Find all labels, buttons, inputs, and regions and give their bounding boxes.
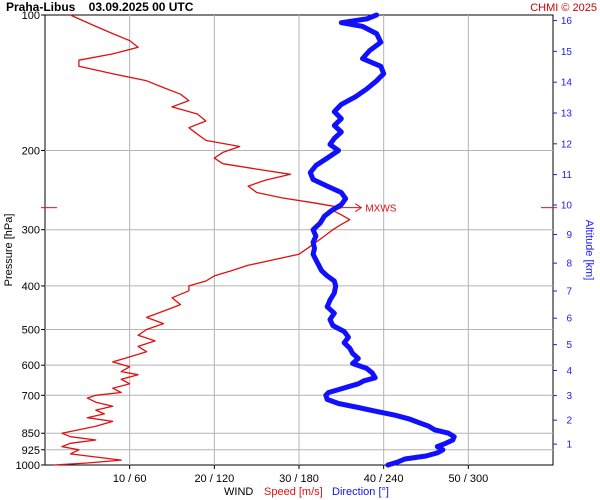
pressure-tick-label: 600 (22, 360, 40, 372)
mxws-marker: MXWS (41, 203, 557, 215)
mxws-arrow (355, 203, 363, 213)
wind-tick-label: 30 / 180 (279, 473, 319, 485)
grid (45, 15, 553, 465)
altitude-tick-label: 10 (561, 200, 573, 211)
credit-text: CHMI © 2025 (530, 2, 597, 14)
altitude-tick-label: 14 (561, 78, 573, 89)
series-layer (53, 12, 457, 468)
x-label-direction: Direction [°] (332, 486, 389, 498)
direction-series-line (307, 12, 457, 468)
x-label-wind: WIND (224, 486, 253, 498)
altitude-tick-label: 9 (566, 230, 572, 241)
y-axis-label: Pressure [hPa] (3, 214, 15, 287)
wind-tick-label: 10 / 60 (113, 473, 147, 485)
pressure-tick-label: 1000 (16, 460, 40, 472)
wind-tick-label: 20 / 120 (194, 473, 234, 485)
pressure-tick-label: 700 (22, 390, 40, 402)
altitude-tick-label: 8 (566, 259, 572, 270)
altitude-tick-label: 15 (561, 47, 573, 58)
right-axis-label: Altitude [km] (583, 220, 595, 281)
pressure-tick-label: 850 (22, 428, 40, 440)
altitude-tick-label: 4 (566, 366, 572, 377)
pressure-tick-label: 925 (22, 445, 40, 457)
wind-tick-label: 40 / 240 (364, 473, 404, 485)
speed-series-line (53, 14, 351, 466)
pressure-tick-label: 300 (22, 225, 40, 237)
altitude-tick-label: 7 (566, 287, 572, 298)
pressure-tick-label: 200 (22, 145, 40, 157)
altitude-tick-label: 13 (561, 108, 573, 119)
altitude-tick-label: 3 (566, 391, 572, 402)
altitude-tick-label: 16 (561, 16, 573, 27)
mxws-label: MXWS (365, 204, 396, 215)
pressure-tick-label: 500 (22, 325, 40, 337)
altitude-tick-label: 2 (566, 416, 572, 427)
wind-tick-label: 50 / 300 (448, 473, 488, 485)
altitude-tick-label: 6 (566, 314, 572, 325)
altitude-tick-label: 12 (561, 139, 573, 150)
altitude-tick-label: 11 (562, 170, 573, 181)
pressure-tick-label: 100 (22, 10, 40, 22)
x-label-speed: Speed [m/s] (264, 486, 323, 498)
pressure-tick-label: 400 (22, 281, 40, 293)
altitude-tick-label: 5 (566, 340, 572, 351)
altitude-tick-label: 1 (566, 440, 572, 451)
axis-ticks (41, 14, 557, 469)
x-axis-label: WIND Speed [m/s] Direction [°] (224, 486, 389, 498)
chart-title: Praha-Libus 03.09.2025 00 UTC (6, 0, 194, 14)
